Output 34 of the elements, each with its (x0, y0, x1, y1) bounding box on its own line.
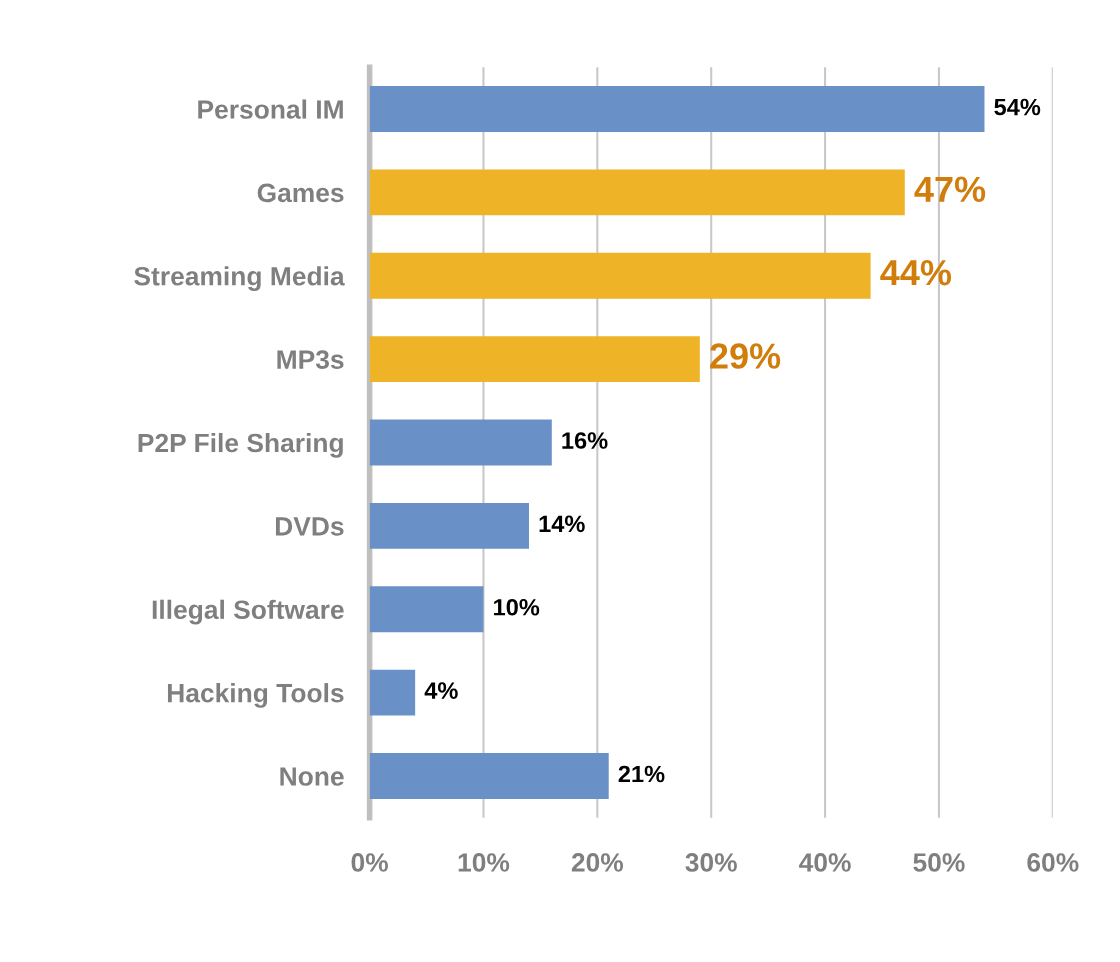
y-tick-label: Hacking Tools (167, 683, 344, 708)
x-tick-label: 50% (913, 853, 965, 872)
x-tick-label: 30% (685, 853, 737, 872)
y-tick-label: Illegal Software (152, 599, 344, 625)
y-tick-label: Games (257, 183, 344, 203)
y-tick-label: MP3s (277, 350, 344, 370)
y-tick-label: DVDs (275, 517, 344, 536)
y-tick-label: P2P File Sharing (138, 432, 343, 458)
bar (369, 336, 700, 383)
bar (369, 169, 905, 216)
data-label: 47% (914, 176, 986, 203)
x-tick-label: 10% (458, 853, 510, 872)
data-label: 10% (494, 598, 540, 616)
x-tick-label: 40% (799, 853, 851, 872)
bar (369, 86, 985, 132)
y-tick-label: Personal IM (198, 99, 343, 119)
bar (369, 252, 871, 299)
bar (369, 753, 609, 799)
data-label: 14% (539, 515, 585, 533)
data-label: 21% (618, 765, 665, 783)
bar (369, 669, 416, 716)
y-tick-label: None (280, 767, 344, 786)
x-tick-label: 20% (571, 853, 624, 872)
data-label: 4% (424, 682, 458, 699)
data-label: 16% (562, 432, 608, 449)
data-label: 54% (994, 98, 1041, 116)
x-tick-label: 60% (1027, 853, 1079, 872)
bar (369, 419, 552, 466)
data-label: 44% (880, 259, 952, 286)
x-tick-label: 0% (351, 853, 388, 872)
bar (369, 502, 530, 549)
bar (369, 586, 484, 633)
y-tick-label: Streaming Media (134, 266, 345, 291)
data-label: 29% (710, 343, 781, 369)
